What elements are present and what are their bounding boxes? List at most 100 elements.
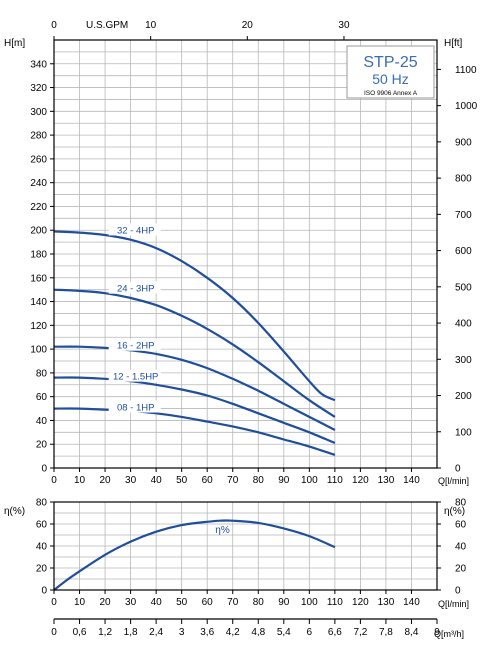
head-x-tick-label: 120 xyxy=(352,475,369,486)
gpm-tick-label: 0 xyxy=(51,20,57,31)
m3h-tick-label: 0,6 xyxy=(73,627,87,638)
head-x-tick-label: 130 xyxy=(378,475,395,486)
series-label-bg-12-1-5hp xyxy=(108,369,161,382)
eff-x-tick-label: 10 xyxy=(74,597,86,608)
head-ft-tick-label: 900 xyxy=(455,137,472,148)
head-ft-tick-label: 500 xyxy=(455,282,472,293)
eff-y-right-tick-label: 0 xyxy=(455,586,461,597)
frequency-label: 50 Hz xyxy=(372,71,409,87)
eff-y-tick-label: 0 xyxy=(41,586,47,597)
head-x-tick-label: 0 xyxy=(51,475,57,486)
head-x-tick-label: 20 xyxy=(100,475,112,486)
model-label: STP-25 xyxy=(363,54,417,71)
head-x-tick-label: 100 xyxy=(301,475,318,486)
eta-x-axis-title: Q[l/min] xyxy=(438,599,469,609)
head-ft-tick-label: 700 xyxy=(455,210,472,221)
series-label-24-3hp: 24 - 3HP xyxy=(117,284,155,295)
series-label-12-1-5hp: 12 - 1.5HP xyxy=(113,372,158,383)
m3h-tick-label: 9 xyxy=(434,627,440,638)
head-y-tick-label: 340 xyxy=(30,59,47,70)
series-label-bg-32-4hp xyxy=(108,223,161,236)
head-y-tick-label: 320 xyxy=(30,83,47,94)
eff-x-tick-label: 90 xyxy=(278,597,290,608)
head-y-tick-label: 0 xyxy=(41,464,47,475)
gpm-axis-title: U.S.GPM xyxy=(86,20,128,31)
head-y-tick-label: 120 xyxy=(30,321,47,332)
x-axis-title: Q[l/min] xyxy=(438,476,469,486)
head-x-tick-label: 50 xyxy=(176,475,188,486)
head-y-tick-label: 300 xyxy=(30,107,47,118)
head-y-tick-label: 80 xyxy=(36,368,48,379)
head-ft-tick-label: 1000 xyxy=(455,101,478,112)
m3h-tick-label: 6,6 xyxy=(328,627,342,638)
head-x-tick-label: 60 xyxy=(202,475,214,486)
m3h-tick-label: 7,8 xyxy=(379,627,393,638)
eff-x-tick-label: 20 xyxy=(100,597,112,608)
m3h-tick-label: 5,4 xyxy=(277,627,291,638)
eff-x-tick-label: 60 xyxy=(202,597,214,608)
gpm-tick-label: 20 xyxy=(242,20,254,31)
head-x-tick-label: 40 xyxy=(151,475,163,486)
eff-x-tick-label: 30 xyxy=(125,597,137,608)
m3h-tick-label: 4,8 xyxy=(251,627,265,638)
head-ft-tick-label: 400 xyxy=(455,319,472,330)
m3h-tick-label: 0 xyxy=(51,627,57,638)
head-ft-tick-label: 1100 xyxy=(455,65,477,76)
head-x-tick-label: 80 xyxy=(253,475,265,486)
head-y-tick-label: 180 xyxy=(30,250,47,261)
grid-layer xyxy=(54,39,437,590)
head-curve-32-4hp xyxy=(53,230,336,402)
series-label-16-2hp: 16 - 2HP xyxy=(117,341,155,352)
curve-layer xyxy=(53,230,336,591)
eff-y-right-tick-label: 20 xyxy=(455,564,467,575)
eta-right-axis-title: η(%) xyxy=(444,506,465,517)
head-y-tick-label: 260 xyxy=(30,154,47,165)
eff-x-tick-label: 100 xyxy=(301,597,318,608)
series-label-bg-08-1hp xyxy=(108,400,161,413)
head-curve-08-1hp xyxy=(53,407,336,456)
m3h-tick-label: 8,4 xyxy=(405,627,419,638)
eff-x-tick-label: 80 xyxy=(253,597,265,608)
m3h-tick-label: 1,2 xyxy=(98,627,112,638)
efficiency-series-label: η% xyxy=(215,525,230,536)
eff-y-tick-label: 20 xyxy=(36,564,48,575)
head-y-tick-label: 220 xyxy=(30,202,47,213)
m3h-tick-label: 1,8 xyxy=(124,627,138,638)
eff-x-tick-label: 40 xyxy=(151,597,163,608)
head-x-tick-label: 110 xyxy=(327,475,343,486)
eff-y-tick-label: 80 xyxy=(36,498,48,509)
eff-x-tick-label: 110 xyxy=(327,597,343,608)
efficiency-curve xyxy=(53,519,336,591)
m3h-axis-title: Q[m³/h] xyxy=(434,629,464,639)
eff-y-right-tick-label: 60 xyxy=(455,520,467,531)
head-ft-tick-label: 100 xyxy=(455,427,472,438)
frame-layer xyxy=(50,36,441,624)
head-curve-12-1-5hp xyxy=(53,376,336,445)
eff-x-tick-label: 130 xyxy=(378,597,395,608)
m3h-tick-label: 6 xyxy=(307,627,313,638)
head-y-tick-label: 60 xyxy=(36,392,48,403)
head-x-tick-label: 70 xyxy=(227,475,239,486)
head-x-tick-label: 140 xyxy=(403,475,420,486)
head-x-tick-label: 30 xyxy=(125,475,137,486)
eff-x-tick-label: 0 xyxy=(51,597,57,608)
info-box: STP-25 50 Hz ISO 9906 Annex A xyxy=(346,45,435,99)
m3h-tick-label: 3 xyxy=(179,627,185,638)
head-y-tick-label: 40 xyxy=(36,416,48,427)
m3h-tick-label: 4,2 xyxy=(226,627,240,638)
head-ft-tick-label: 200 xyxy=(455,391,472,402)
eff-y-tick-label: 60 xyxy=(36,520,48,531)
eff-y-right-tick-label: 80 xyxy=(455,498,467,509)
head-y-tick-label: 100 xyxy=(30,345,47,356)
eff-x-tick-label: 50 xyxy=(176,597,188,608)
m3h-tick-label: 7,2 xyxy=(353,627,367,638)
eta-left-axis-title: η(%) xyxy=(4,506,25,517)
y-right-axis-title: H[ft] xyxy=(444,38,463,49)
head-curve-16-2hp xyxy=(53,345,336,431)
head-x-tick-label: 90 xyxy=(278,475,290,486)
head-y-tick-label: 240 xyxy=(30,178,47,189)
head-ft-tick-label: 300 xyxy=(455,355,472,366)
eff-y-tick-label: 40 xyxy=(36,542,48,553)
head-curve-24-3hp xyxy=(53,288,336,418)
